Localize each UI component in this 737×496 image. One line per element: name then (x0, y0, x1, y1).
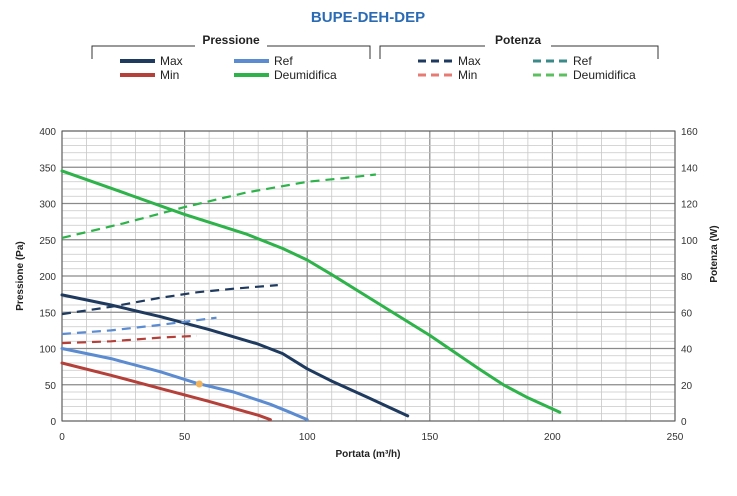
y2-axis-label: Potenza (W) (709, 225, 720, 282)
legend-group-label: Potenza (495, 33, 541, 47)
plot-area: 0 50 100 150 200 250 0 50 100 150 200 250 300 350 400 0… (39, 127, 698, 443)
series-line-potenza-min (61, 334, 197, 345)
y2-tick-label: 160 (681, 127, 698, 138)
y-tick-label: 400 (39, 127, 56, 138)
legend-group-pressione: Pressione (91, 32, 371, 59)
svg-text:Ref: Ref (274, 54, 293, 68)
y2-tick-label: 60 (681, 308, 693, 319)
series-line-pressione-ref (60, 347, 309, 422)
x-tick-label: 100 (299, 432, 316, 443)
y-tick-label: 0 (50, 417, 56, 428)
series-line-pressione-min (60, 361, 272, 422)
legend-entry-pressione-max: Max (120, 54, 183, 68)
legend-group-label: Pressione (202, 33, 260, 47)
y2-tick-label: 120 (681, 200, 698, 211)
legend-entry-potenza-ref: Ref (533, 54, 592, 68)
x-tick-label: 250 (667, 432, 684, 443)
plot-border (61, 130, 676, 422)
series-line-potenza-deumidifica (61, 173, 377, 239)
y2-tick-label: 80 (681, 272, 693, 283)
y-tick-label: 100 (39, 345, 56, 356)
legend-entry-potenza-min: Min (418, 68, 477, 82)
y2-tick-label: 20 (681, 381, 693, 392)
point-marker (195, 380, 203, 388)
y2-tick-label: 40 (681, 345, 693, 356)
y-tick-label: 50 (45, 381, 57, 392)
svg-text:Max: Max (458, 54, 481, 68)
legend-entry-potenza-max: Max (418, 54, 481, 68)
svg-text:Deumidifica: Deumidifica (274, 68, 337, 82)
series-line-potenza-ref (61, 316, 217, 336)
x-tick-label: 150 (421, 432, 438, 443)
y-tick-label: 150 (39, 308, 56, 319)
svg-text:Min: Min (458, 68, 477, 82)
svg-text:Ref: Ref (573, 54, 592, 68)
y2-tick-label: 100 (681, 236, 698, 247)
series-line-potenza-max (61, 284, 278, 316)
y-tick-label: 300 (39, 200, 56, 211)
y2-tick-label: 0 (681, 417, 687, 428)
series-line-pressione-max (60, 293, 410, 418)
y-axis-label: Pressione (Pa) (15, 241, 26, 310)
legend-entry-pressione-ref: Ref (234, 54, 293, 68)
y-tick-label: 250 (39, 236, 56, 247)
x-tick-label: 50 (179, 432, 191, 443)
y2-tick-label: 140 (681, 163, 698, 174)
y-tick-label: 200 (39, 272, 56, 283)
legend-group-potenza: Potenza (379, 32, 659, 59)
svg-text:Min: Min (160, 68, 179, 82)
legend-entry-pressione-min: Min (120, 68, 179, 82)
series-line-pressione-deumidifica (60, 169, 562, 414)
chart-title: BUPE-DEH-DEP (311, 9, 425, 26)
legend-entry-pressione-deumidifica: Deumidifica (234, 68, 337, 82)
svg-text:Max: Max (160, 54, 183, 68)
x-tick-label: 200 (544, 432, 561, 443)
svg-text:Deumidifica: Deumidifica (573, 68, 636, 82)
x-axis-label: Portata (m³/h) (336, 449, 401, 460)
y-tick-label: 350 (39, 163, 56, 174)
x-tick-label: 0 (59, 432, 65, 443)
legend-entry-potenza-deumidifica: Deumidifica (533, 68, 636, 82)
